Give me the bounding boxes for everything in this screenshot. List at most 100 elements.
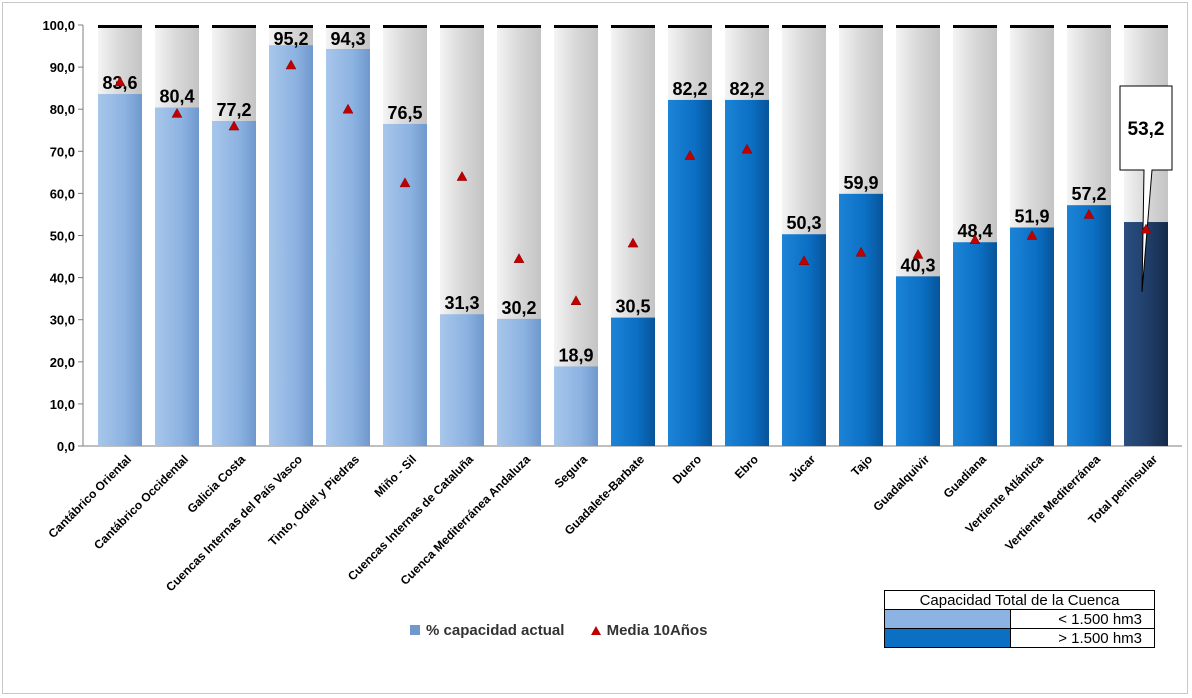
chart-legend: % capacidad actual Media 10Años <box>410 622 707 639</box>
category-label: Ebro <box>732 452 761 481</box>
bar-capacity <box>839 193 883 446</box>
bar-track-cap <box>725 25 769 28</box>
category-label: Cantábrico Occidental <box>91 452 191 552</box>
bar-value-label: 53,2 <box>1128 119 1165 140</box>
average-marker <box>855 246 867 257</box>
legend-marker-icon <box>590 626 601 635</box>
average-marker <box>969 234 981 244</box>
average-marker <box>1083 208 1095 219</box>
y-tick-label: 60,0 <box>50 186 75 201</box>
bar-capacity <box>611 317 655 446</box>
capacity-legend-title: Capacidad Total de la Cuenca <box>884 590 1155 610</box>
bar-track-cap <box>440 25 484 28</box>
bar-capacity <box>896 276 940 446</box>
bar-value-label: 76,5 <box>387 103 422 123</box>
average-marker <box>912 248 924 259</box>
bar-value-label: 40,3 <box>900 255 935 275</box>
bar-value-label: 80,4 <box>159 87 194 107</box>
legend-label-bar: % capacidad actual <box>426 622 565 639</box>
legend-label-marker: Media 10Años <box>606 622 708 639</box>
bar-track-cap <box>1067 25 1111 28</box>
bar-capacity <box>269 45 313 446</box>
bar-track-cap <box>554 25 598 28</box>
category-label: Guadiana <box>941 452 990 501</box>
bar-value-label: 82,2 <box>672 79 707 99</box>
bar-value-label: 51,9 <box>1014 207 1049 227</box>
bar-capacity <box>725 99 769 447</box>
bar-value-label: 30,5 <box>615 297 650 317</box>
bar-track-cap <box>611 25 655 28</box>
y-tick-label: 20,0 <box>50 355 75 370</box>
bar-track-cap <box>782 25 826 28</box>
bar-track-cap <box>326 25 370 28</box>
bar-track-cap <box>896 25 940 28</box>
capacity-label-large: > 1.500 hm3 <box>1010 628 1155 648</box>
y-tick-label: 90,0 <box>50 60 75 75</box>
average-marker <box>684 149 696 160</box>
y-tick-label: 80,0 <box>50 102 75 117</box>
y-tick-label: 40,0 <box>50 271 75 286</box>
y-tick-label: 100,0 <box>42 18 75 33</box>
bar-value-label: 82,2 <box>729 79 764 99</box>
bar-capacity <box>212 120 256 446</box>
average-marker <box>342 103 354 114</box>
bar-track-cap <box>668 25 712 28</box>
bar-capacity <box>1010 227 1054 446</box>
capacity-swatch-small <box>884 609 1011 629</box>
bar-capacity <box>554 366 598 446</box>
bar-value-label: 94,3 <box>330 29 365 49</box>
bar-capacity <box>440 314 484 446</box>
category-label: Segura <box>551 452 590 491</box>
average-marker <box>228 120 240 131</box>
y-tick-label: 50,0 <box>50 229 75 244</box>
bar-track-cap <box>212 25 256 28</box>
average-marker <box>798 255 810 266</box>
bar-track-cap <box>953 25 997 28</box>
bar-track-cap <box>1124 25 1168 28</box>
y-tick-label: 0,0 <box>57 439 75 454</box>
bar-capacity <box>1124 222 1168 446</box>
average-marker <box>171 107 183 118</box>
capacity-legend: Capacidad Total de la Cuenca < 1.500 hm3… <box>884 590 1155 648</box>
bar-capacity <box>782 234 826 446</box>
bar-value-label: 31,3 <box>444 293 479 313</box>
average-marker <box>399 177 411 188</box>
average-marker <box>627 237 639 248</box>
capacity-label-small: < 1.500 hm3 <box>1010 609 1155 629</box>
average-marker <box>741 143 753 154</box>
bar-value-label: 50,3 <box>786 213 821 233</box>
bar-track-cap <box>98 25 142 28</box>
average-marker <box>285 59 297 70</box>
y-tick-label: 70,0 <box>50 144 75 159</box>
capacity-swatch-large <box>884 628 1011 648</box>
bar-value-label: 30,2 <box>501 298 536 318</box>
average-marker <box>456 171 468 181</box>
category-label: Miño - Sil <box>372 452 420 500</box>
bar-value-label: 77,2 <box>216 100 251 120</box>
category-label: Vertiente Mediterránea <box>1002 452 1103 553</box>
category-label: Tajo <box>848 452 875 479</box>
bar-capacity <box>1067 205 1111 446</box>
bar-value-label: 18,9 <box>558 345 593 365</box>
bar-value-label: 95,2 <box>273 29 308 49</box>
average-marker <box>513 253 525 263</box>
category-label: Galicia Costa <box>184 452 248 516</box>
bar-track-cap <box>1010 25 1054 28</box>
bar-capacity <box>953 242 997 446</box>
bar-value-label: 48,4 <box>957 221 992 241</box>
category-label: Júcar <box>786 452 819 485</box>
average-marker <box>1026 229 1038 240</box>
bar-track-cap <box>839 25 883 28</box>
y-tick-label: 30,0 <box>50 313 75 328</box>
bar-track-cap <box>155 25 199 28</box>
y-tick-label: 10,0 <box>50 397 75 412</box>
average-marker <box>570 295 582 306</box>
average-marker <box>114 76 126 87</box>
bar-capacity <box>497 318 541 446</box>
bar-capacity <box>326 48 370 446</box>
bar-capacity <box>383 123 427 446</box>
bar-track-cap <box>383 25 427 28</box>
bar-value-label: 59,9 <box>843 173 878 193</box>
bar-capacity <box>155 107 199 447</box>
